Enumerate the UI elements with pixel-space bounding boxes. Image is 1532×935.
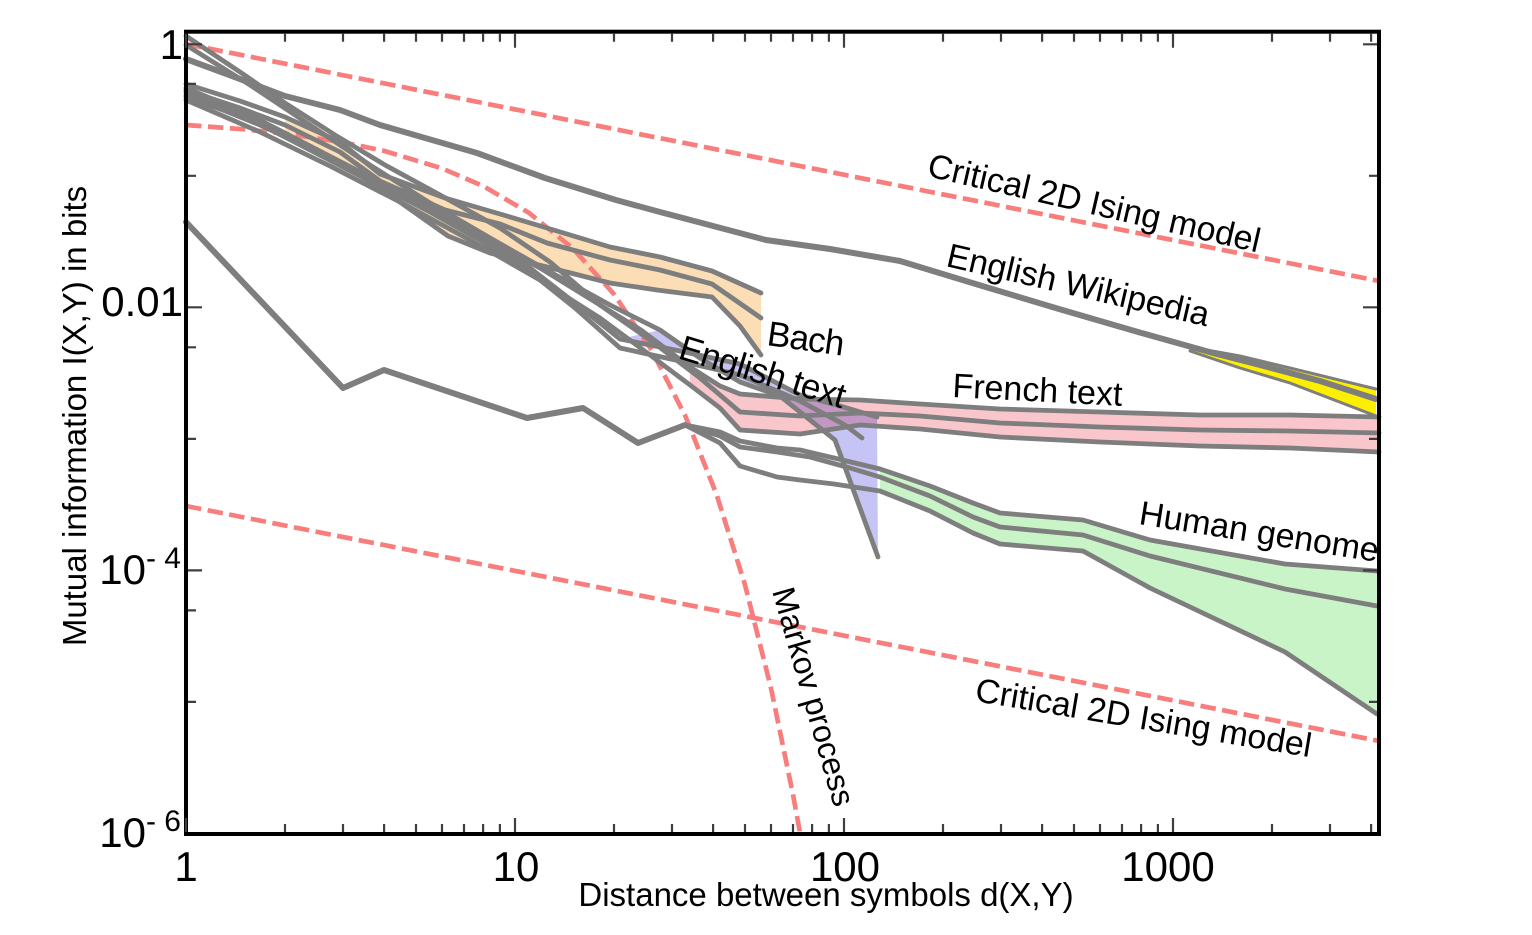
svg-text:1000: 1000: [1121, 843, 1214, 890]
svg-text:1: 1: [174, 843, 197, 890]
svg-text:Mutual information I(X,Y) in b: Mutual information I(X,Y) in bits: [56, 186, 93, 646]
svg-text:10: 10: [493, 843, 540, 890]
svg-text:French text: French text: [952, 367, 1124, 414]
svg-text:1: 1: [160, 21, 183, 68]
svg-text:100: 100: [810, 843, 880, 890]
svg-text:0.01: 0.01: [101, 278, 183, 325]
svg-text:Distance between symbols d(X,Y: Distance between symbols d(X,Y): [578, 876, 1073, 913]
